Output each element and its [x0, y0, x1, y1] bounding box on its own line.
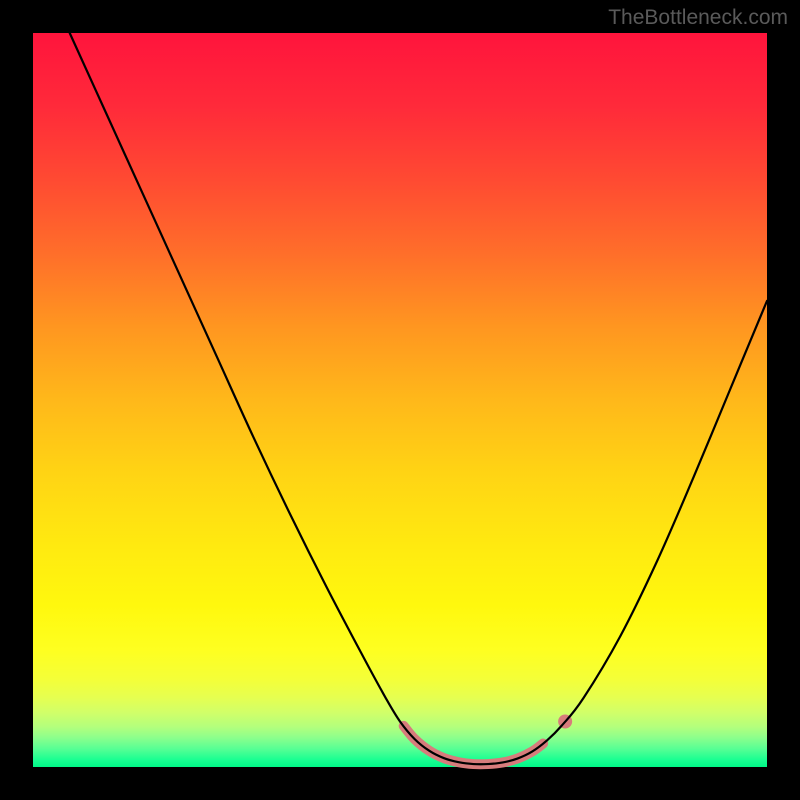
chart-stage: TheBottleneck.com: [0, 0, 800, 800]
bottleneck-curve-chart: [0, 0, 800, 800]
watermark-text: TheBottleneck.com: [608, 6, 788, 30]
plot-background-gradient: [33, 33, 767, 767]
